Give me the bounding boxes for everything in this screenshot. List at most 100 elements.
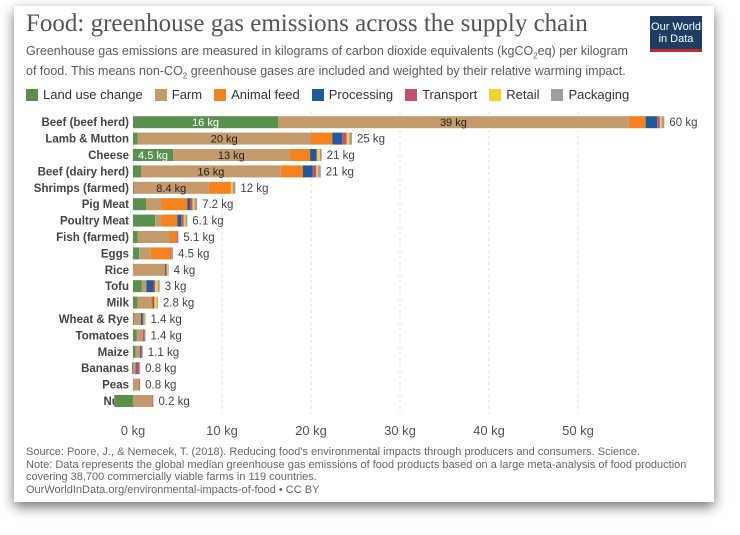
category-label: Bananas: [81, 363, 129, 375]
subtitle-part-c: greenhouse gases are included and weight…: [187, 63, 626, 78]
bar-segment: [140, 345, 142, 358]
total-label: 3 kg: [165, 281, 187, 293]
segment-label: 16 kg: [197, 166, 224, 178]
total-label: 4.5 kg: [178, 248, 209, 260]
bar-segment: [133, 198, 147, 211]
bar-segment: [155, 214, 162, 227]
total-label: 1.4 kg: [150, 314, 181, 326]
bar-segment: [645, 116, 658, 129]
bar-segment: [137, 231, 170, 243]
bar-segment: [157, 280, 160, 293]
category-label: Cheese: [88, 150, 129, 162]
bar-segment: [133, 214, 156, 227]
bar-segment: [133, 132, 138, 145]
total-label: 12 kg: [240, 183, 268, 195]
bar-segment: [144, 329, 146, 342]
bar-segment: [151, 395, 153, 407]
bar-segment: [132, 362, 133, 375]
bar-segment: [141, 345, 143, 358]
legend-label: Transport: [422, 87, 478, 102]
bar-segment: [133, 395, 152, 407]
legend-swatch: [311, 88, 324, 101]
bar-segment: [181, 214, 184, 227]
chart-title: Food: greenhouse gas emissions across th…: [26, 10, 588, 37]
bar-segment: [141, 280, 147, 293]
x-tick-label: 40 kg: [473, 423, 505, 438]
bar-segment: [659, 116, 662, 129]
segment-label: 4.5 kg: [138, 150, 168, 162]
legend-item-processing[interactable]: Processing: [311, 87, 393, 102]
bar-segment: [139, 378, 141, 391]
x-tick-label: 10 kg: [206, 423, 238, 438]
bar-segment: [153, 280, 156, 293]
x-tick-label: 0 kg: [121, 423, 146, 438]
category-label: Beef (beef herd): [41, 117, 129, 129]
total-label: 4 kg: [174, 265, 196, 277]
bar-segment: [165, 263, 166, 276]
legend-item-land-use[interactable]: Land use change: [26, 87, 143, 102]
bar-segment: [133, 329, 137, 342]
bar-segment: [139, 362, 141, 375]
bar-segment: [137, 132, 311, 145]
legend-item-retail[interactable]: Retail: [489, 87, 539, 102]
bar-segment: [167, 263, 169, 276]
legend-item-packaging[interactable]: Packaging: [551, 87, 629, 102]
chart-footer: Source: Poore, J., & Nemecek, T. (2018).…: [26, 446, 696, 496]
bar-segment: [133, 313, 134, 325]
bar-segment: [133, 378, 140, 391]
bar-segment: [183, 214, 186, 227]
x-tick-label: 50 kg: [562, 423, 594, 438]
bar-segment: [142, 329, 145, 342]
owid-logo[interactable]: Our World in Data: [650, 16, 702, 52]
bar-segment: [135, 345, 141, 358]
legend-item-farm[interactable]: Farm: [154, 87, 202, 102]
bar-segment: [150, 247, 171, 260]
chart-subtitle: Greenhouse gas emissions are measured in…: [26, 44, 631, 83]
legend-item-animal-feed[interactable]: Animal feed: [214, 87, 300, 102]
bar-segment: [152, 296, 154, 309]
total-label: 7.2 kg: [202, 199, 233, 211]
bar-segment: [230, 181, 233, 194]
logo-line-2: in Data: [658, 33, 694, 45]
category-label: Poultry Meat: [60, 216, 129, 228]
total-label: 1.1 kg: [148, 347, 179, 359]
bar-segment: [157, 296, 158, 309]
note-line-1: Note: Data represents the global median …: [26, 458, 687, 471]
subtitle-part-b: eq) per kilogram of food. This means non…: [26, 44, 628, 78]
total-label: 2.8 kg: [163, 298, 194, 310]
bar-segment: [185, 214, 188, 227]
legend-item-transport[interactable]: Transport: [405, 87, 477, 102]
legend-swatch: [154, 88, 167, 101]
bar-segment: [133, 345, 136, 358]
bar-segment: [161, 198, 188, 211]
legend-label: Animal feed: [231, 87, 300, 102]
category-label: Tofu: [105, 281, 129, 293]
bar-segment: [349, 132, 352, 145]
bar-segment: [316, 149, 318, 161]
bar-segment: [318, 165, 321, 178]
bar-segment: [280, 165, 303, 178]
legend-swatch: [214, 88, 227, 101]
subtitle-part-a: Greenhouse gas emissions are measured in…: [26, 44, 534, 58]
bar-segment: [133, 231, 138, 243]
bar-segment: [137, 296, 151, 309]
bar-segment: [139, 247, 151, 260]
segment-label: 8.4 kg: [156, 183, 186, 195]
bar-segment: [176, 231, 178, 243]
bar-segment: [146, 280, 154, 293]
category-label: Eggs: [101, 248, 129, 260]
source-url: OurWorldInData.org/environmental-impacts…: [26, 483, 320, 496]
bar-segment: [133, 263, 166, 276]
segment-label: 13 kg: [218, 150, 245, 162]
bar-segment: [310, 149, 317, 161]
bar-segment: [173, 149, 290, 161]
bar-segment: [232, 181, 236, 194]
bar-segment: [628, 116, 646, 129]
bar-segment: [189, 198, 193, 211]
total-label: 21 kg: [327, 150, 355, 162]
category-label: Lamb & Mutton: [45, 134, 129, 146]
legend-label: Retail: [506, 87, 540, 102]
bar-segment: [278, 116, 629, 129]
category-label: Fish (farmed): [56, 232, 129, 244]
bar-segment: [302, 165, 313, 178]
